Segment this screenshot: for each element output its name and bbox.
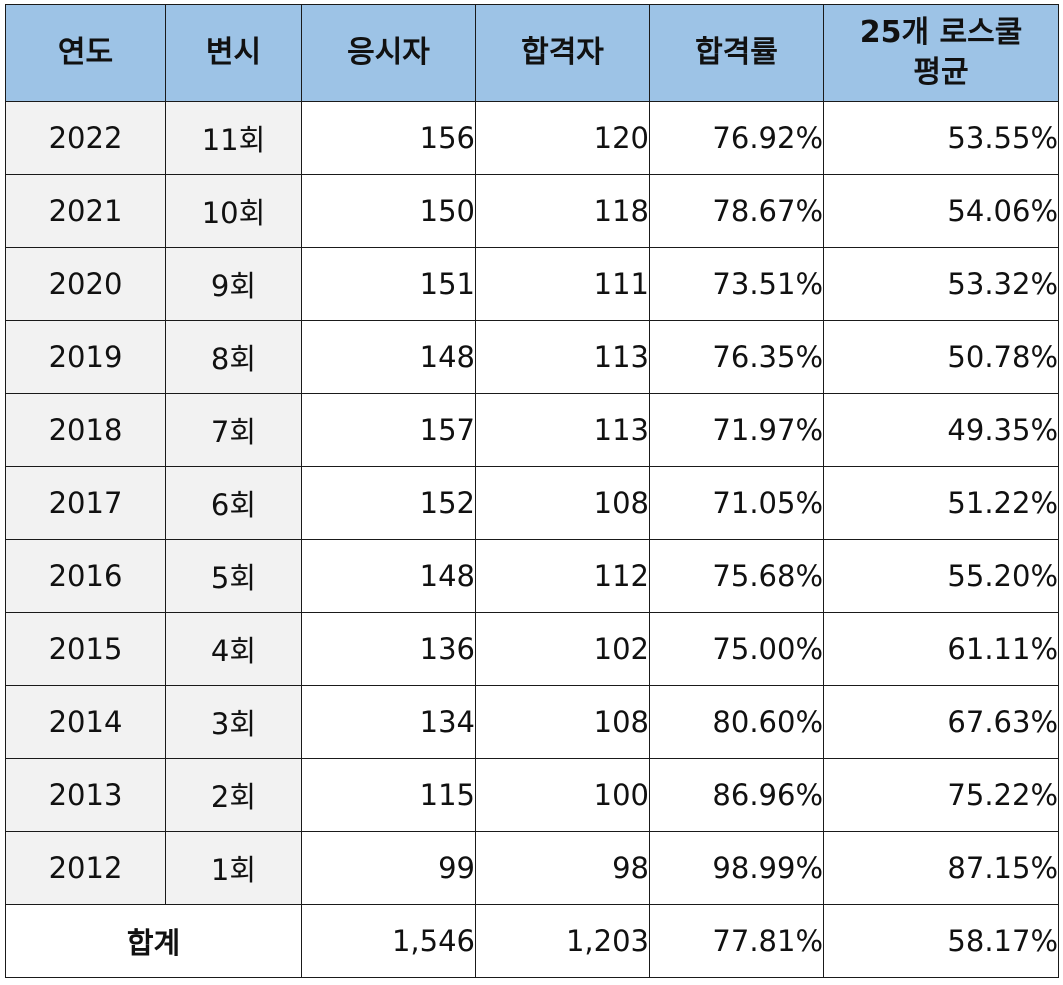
cell-year: 2021: [5, 174, 166, 248]
cell-passers: 113: [475, 320, 650, 394]
cell-applicants: 148: [301, 320, 476, 394]
cell-passers: 98: [475, 831, 650, 905]
cell-passers: 112: [475, 539, 650, 613]
cell-exam-round: 8회: [165, 320, 302, 394]
cell-law-school-average: 87.15%: [823, 831, 1059, 905]
header-passers: 합격자: [475, 4, 650, 102]
cell-passers: 100: [475, 758, 650, 832]
cell-exam-round: 2회: [165, 758, 302, 832]
cell-exam-round: 7회: [165, 393, 302, 467]
table-row: 2015 4회 136 102 75.00% 61.11%: [5, 612, 1059, 686]
total-pass-rate: 77.81%: [649, 904, 824, 978]
cell-passers: 118: [475, 174, 650, 248]
cell-year: 2017: [5, 466, 166, 540]
cell-year: 2014: [5, 685, 166, 759]
cell-passers: 111: [475, 247, 650, 321]
cell-year: 2012: [5, 831, 166, 905]
cell-year: 2019: [5, 320, 166, 394]
cell-pass-rate: 73.51%: [649, 247, 824, 321]
total-applicants: 1,546: [301, 904, 476, 978]
cell-pass-rate: 75.68%: [649, 539, 824, 613]
cell-pass-rate: 76.35%: [649, 320, 824, 394]
header-avg-line-2: 평균: [913, 55, 969, 90]
table-row: 2020 9회 151 111 73.51% 53.32%: [5, 247, 1059, 321]
cell-pass-rate: 75.00%: [649, 612, 824, 686]
cell-exam-round: 4회: [165, 612, 302, 686]
total-law-school-average: 58.17%: [823, 904, 1059, 978]
cell-exam-round: 3회: [165, 685, 302, 759]
cell-law-school-average: 55.20%: [823, 539, 1059, 613]
header-applicants: 응시자: [301, 4, 476, 102]
cell-passers: 102: [475, 612, 650, 686]
table-row: 2016 5회 148 112 75.68% 55.20%: [5, 539, 1059, 613]
cell-passers: 108: [475, 685, 650, 759]
cell-passers: 120: [475, 101, 650, 175]
cell-law-school-average: 50.78%: [823, 320, 1059, 394]
table-row: 2021 10회 150 118 78.67% 54.06%: [5, 174, 1059, 248]
header-law-school-average: 25개 로스쿨 평균: [823, 4, 1059, 102]
header-row: 연도 변시 응시자 합격자 합격률 25개 로스쿨 평균: [5, 4, 1059, 102]
cell-law-school-average: 49.35%: [823, 393, 1059, 467]
cell-pass-rate: 71.97%: [649, 393, 824, 467]
header-pass-rate: 합격률: [649, 4, 824, 102]
total-passers: 1,203: [475, 904, 650, 978]
cell-applicants: 152: [301, 466, 476, 540]
cell-applicants: 148: [301, 539, 476, 613]
table-row: 2012 1회 99 98 98.99% 87.15%: [5, 831, 1059, 905]
cell-law-school-average: 67.63%: [823, 685, 1059, 759]
table-row: 2019 8회 148 113 76.35% 50.78%: [5, 320, 1059, 394]
total-row: 합계 1,546 1,203 77.81% 58.17%: [5, 904, 1059, 978]
cell-year: 2015: [5, 612, 166, 686]
cell-year: 2018: [5, 393, 166, 467]
cell-passers: 113: [475, 393, 650, 467]
cell-year: 2013: [5, 758, 166, 832]
table-row: 2014 3회 134 108 80.60% 67.63%: [5, 685, 1059, 759]
table-row: 2013 2회 115 100 86.96% 75.22%: [5, 758, 1059, 832]
header-year: 연도: [5, 4, 166, 102]
cell-exam-round: 5회: [165, 539, 302, 613]
cell-exam-round: 10회: [165, 174, 302, 248]
cell-pass-rate: 78.67%: [649, 174, 824, 248]
table-row: 2022 11회 156 120 76.92% 53.55%: [5, 101, 1059, 175]
bar-exam-results-table: 연도 변시 응시자 합격자 합격률 25개 로스쿨 평균 2022 11회 15…: [5, 4, 1059, 978]
cell-pass-rate: 98.99%: [649, 831, 824, 905]
cell-pass-rate: 86.96%: [649, 758, 824, 832]
cell-applicants: 156: [301, 101, 476, 175]
cell-passers: 108: [475, 466, 650, 540]
header-exam-round: 변시: [165, 4, 302, 102]
cell-applicants: 115: [301, 758, 476, 832]
cell-year: 2016: [5, 539, 166, 613]
total-label: 합계: [5, 904, 302, 978]
cell-law-school-average: 51.22%: [823, 466, 1059, 540]
cell-applicants: 136: [301, 612, 476, 686]
cell-applicants: 151: [301, 247, 476, 321]
table-row: 2018 7회 157 113 71.97% 49.35%: [5, 393, 1059, 467]
cell-year: 2022: [5, 101, 166, 175]
cell-pass-rate: 76.92%: [649, 101, 824, 175]
cell-law-school-average: 53.55%: [823, 101, 1059, 175]
cell-law-school-average: 61.11%: [823, 612, 1059, 686]
cell-law-school-average: 54.06%: [823, 174, 1059, 248]
cell-pass-rate: 80.60%: [649, 685, 824, 759]
cell-applicants: 150: [301, 174, 476, 248]
cell-applicants: 99: [301, 831, 476, 905]
cell-exam-round: 9회: [165, 247, 302, 321]
cell-exam-round: 6회: [165, 466, 302, 540]
cell-applicants: 134: [301, 685, 476, 759]
cell-applicants: 157: [301, 393, 476, 467]
cell-exam-round: 11회: [165, 101, 302, 175]
header-avg-line-1: 25개 로스쿨: [859, 15, 1023, 50]
cell-pass-rate: 71.05%: [649, 466, 824, 540]
cell-law-school-average: 53.32%: [823, 247, 1059, 321]
cell-law-school-average: 75.22%: [823, 758, 1059, 832]
cell-exam-round: 1회: [165, 831, 302, 905]
cell-year: 2020: [5, 247, 166, 321]
table-row: 2017 6회 152 108 71.05% 51.22%: [5, 466, 1059, 540]
